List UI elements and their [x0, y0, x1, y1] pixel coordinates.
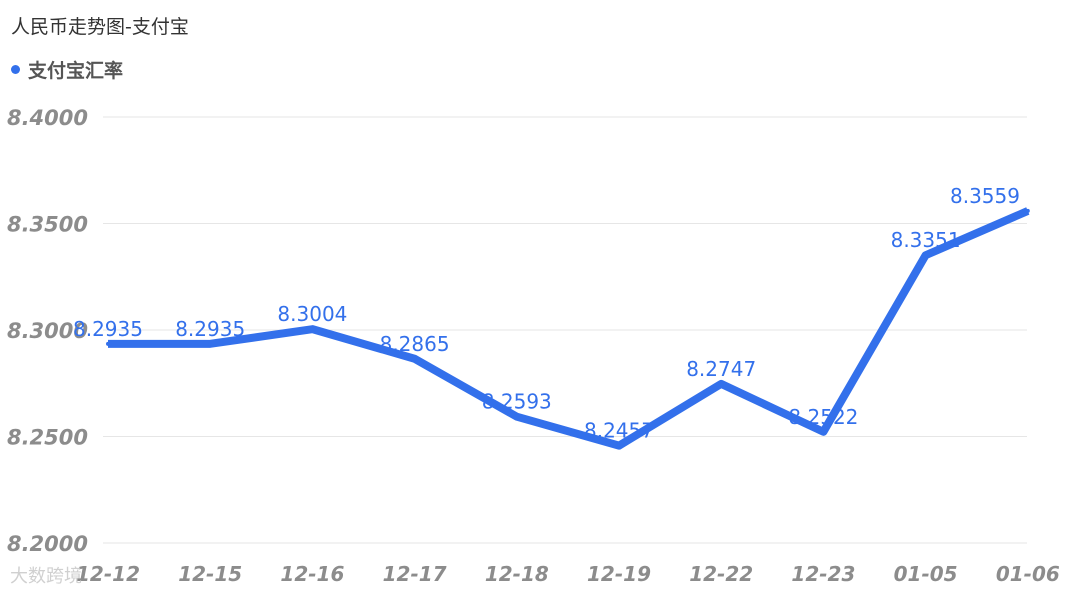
data-label: 8.2935: [175, 317, 245, 341]
data-label: 8.3351: [891, 228, 961, 252]
data-point: [208, 341, 213, 346]
y-tick-label: 8.4000: [7, 106, 88, 130]
legend[interactable]: 支付宝汇率: [11, 56, 123, 83]
data-point: [1025, 208, 1030, 213]
x-tick-label: 01-05: [894, 562, 958, 586]
x-tick-label: 12-17: [383, 562, 447, 586]
data-label: 8.2593: [482, 390, 552, 414]
data-point: [106, 341, 110, 346]
data-point: [514, 414, 519, 419]
x-tick-label: 01-06: [996, 562, 1060, 586]
watermark: 大数跨境: [10, 566, 82, 587]
data-point: [412, 356, 417, 361]
data-label: 8.2935: [73, 317, 143, 341]
series-line: [108, 207, 1030, 450]
y-tick-label: 8.2500: [7, 426, 88, 450]
legend-marker: [11, 65, 20, 74]
data-label: 8.2747: [686, 357, 756, 381]
x-tick-label: 12-18: [485, 562, 549, 586]
x-tick-label: 12-19: [587, 562, 651, 586]
data-point: [923, 253, 928, 258]
data-label: 8.3004: [277, 302, 347, 326]
x-tick-label: 12-15: [178, 562, 242, 586]
data-point: [617, 443, 621, 448]
data-point: [719, 381, 724, 386]
data-label: 8.3559: [950, 184, 1020, 208]
y-tick-label: 8.2000: [7, 532, 88, 556]
data-point: [310, 327, 315, 332]
x-tick-label: 12-12: [76, 562, 140, 586]
x-tick-label: 12-16: [280, 562, 344, 586]
legend-label: 支付宝汇率: [28, 60, 124, 82]
chart-title: 人民币走势图-支付宝: [11, 16, 189, 38]
x-tick-label: 12-23: [791, 562, 855, 586]
data-label: 8.2865: [380, 332, 450, 356]
y-tick-label: 8.3000: [7, 319, 88, 343]
y-tick-label: 8.3500: [7, 213, 88, 237]
x-tick-label: 12-22: [689, 562, 753, 586]
data-point: [821, 429, 826, 434]
data-label: 8.2522: [788, 405, 858, 429]
data-label: 8.2457: [584, 419, 654, 443]
